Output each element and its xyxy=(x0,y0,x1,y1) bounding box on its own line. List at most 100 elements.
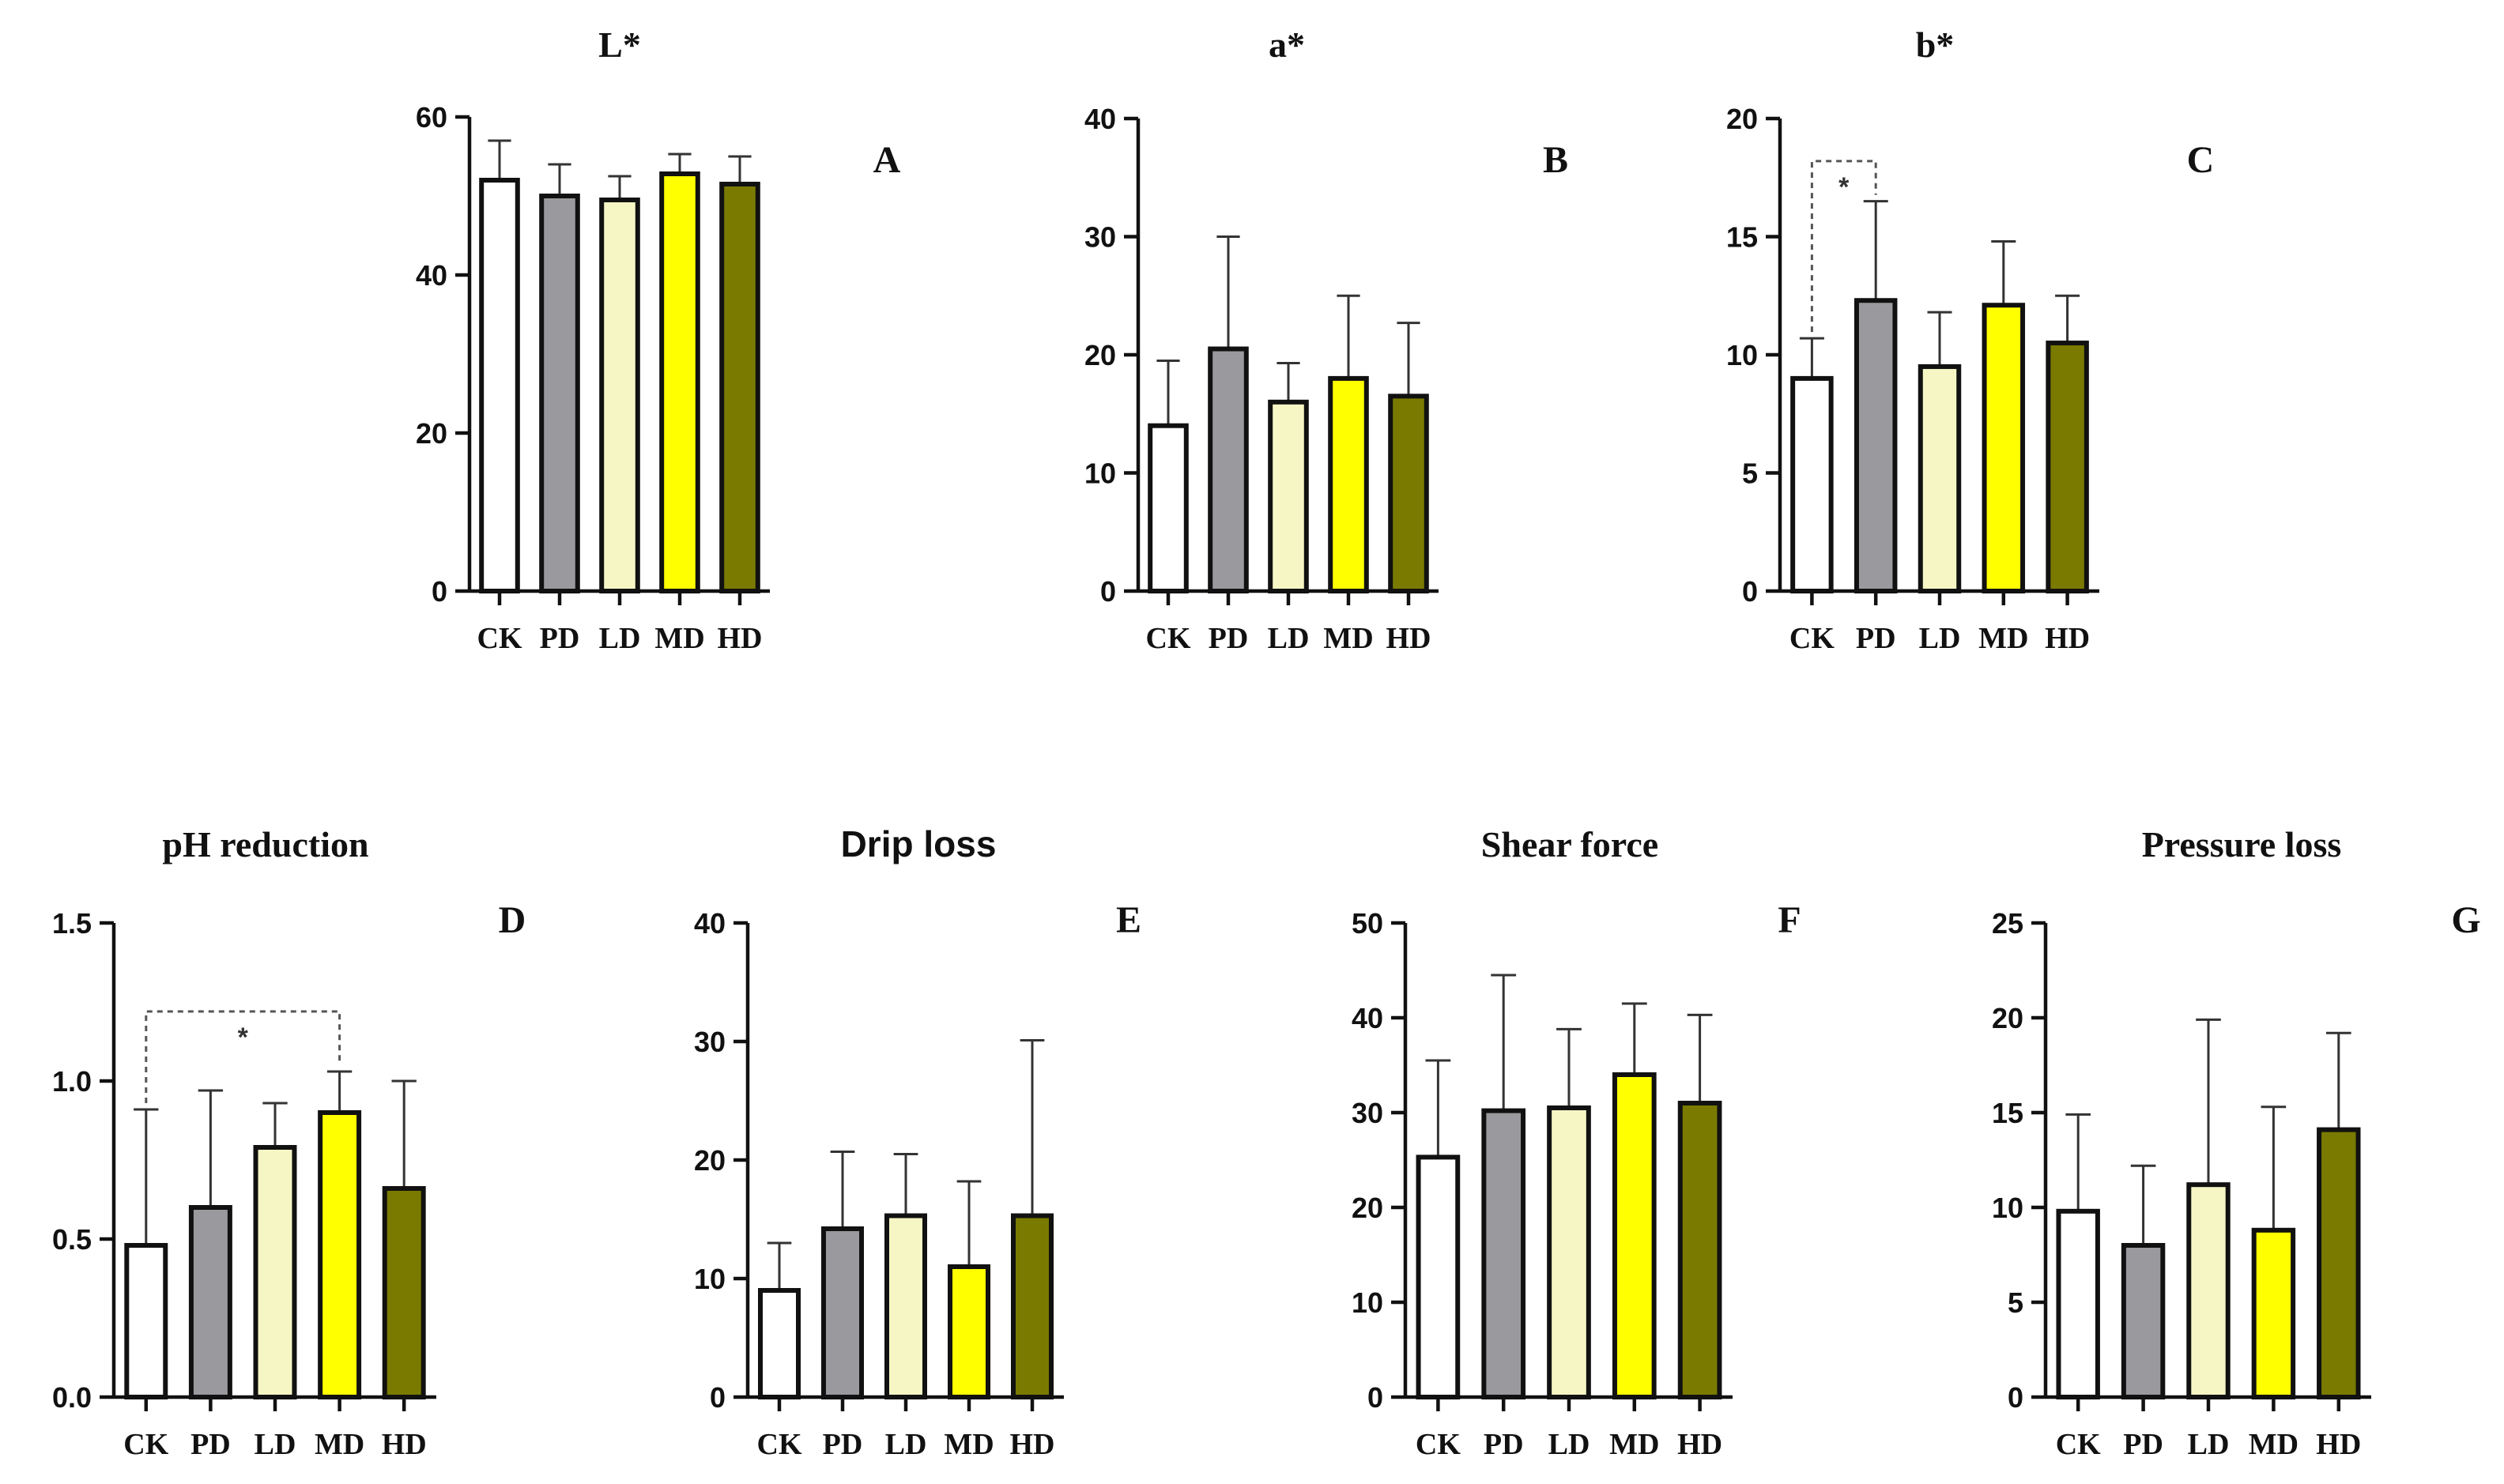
chart-title: Pressure loss xyxy=(2142,824,2342,864)
bar-CK xyxy=(1790,375,1834,593)
y-tick-label: 40 xyxy=(694,907,726,940)
bar-PD xyxy=(1853,298,1898,593)
y-tick-label: 0 xyxy=(2008,1381,2023,1414)
bar-PD xyxy=(2121,1243,2166,1399)
y-tick-label: 25 xyxy=(1992,907,2023,940)
bar-MD xyxy=(659,171,700,593)
x-tick-label-PD: PD xyxy=(1856,622,1896,655)
x-tick-label-MD: MD xyxy=(1978,622,2028,655)
y-tick-label: 20 xyxy=(416,417,447,450)
y-tick-label: 0 xyxy=(710,1381,726,1414)
bar-PD xyxy=(1481,1108,1526,1399)
panel-label: F xyxy=(1778,899,1801,941)
y-tick-label: 30 xyxy=(694,1026,726,1058)
x-tick-label-HD: HD xyxy=(1010,1428,1055,1461)
bar-LD xyxy=(1268,399,1309,593)
y-tick-label: 40 xyxy=(416,259,447,292)
bar-LD xyxy=(1547,1105,1591,1399)
chart-title: L* xyxy=(598,24,641,65)
panel-label: B xyxy=(1543,139,1568,181)
y-tick-label: 10 xyxy=(1084,458,1116,490)
significance-mark: * xyxy=(1838,172,1850,202)
bar-MD xyxy=(318,1110,362,1399)
x-tick-label-LD: LD xyxy=(1548,1428,1590,1461)
y-tick-label: 20 xyxy=(1084,339,1116,371)
bar-CK xyxy=(758,1288,801,1399)
bar-PD xyxy=(188,1205,232,1399)
significance-mark: * xyxy=(238,1023,249,1053)
y-tick-label: 30 xyxy=(1352,1097,1383,1129)
x-tick-label-CK: CK xyxy=(1146,622,1191,655)
panel-label: C xyxy=(2187,139,2215,181)
x-tick-label-LD: LD xyxy=(1919,622,1961,655)
bar-MD xyxy=(2251,1227,2296,1400)
bar-CK xyxy=(479,178,520,593)
chart-title: pH reduction xyxy=(162,824,368,864)
chart-panel-drip: Drip loss E 0 10 20 30 40 CK PD LD MD HD xyxy=(694,823,1141,1461)
panel-label: A xyxy=(873,139,901,181)
x-tick-label-HD: HD xyxy=(1677,1428,1722,1461)
bar-HD xyxy=(1388,394,1429,594)
y-tick-label: 0.0 xyxy=(52,1381,92,1414)
x-tick-label-PD: PD xyxy=(540,622,580,655)
y-tick-label: 0 xyxy=(432,575,447,608)
bar-CK xyxy=(1416,1154,1461,1400)
x-tick-label-PD: PD xyxy=(190,1428,231,1461)
panel-label: G xyxy=(2451,899,2480,941)
chart-panel-L: L* A 0 20 40 60 CK PD LD MD HD xyxy=(416,24,901,655)
y-tick-label: 40 xyxy=(1352,1002,1383,1034)
x-tick-label-LD: LD xyxy=(2188,1428,2230,1461)
x-tick-label-PD: PD xyxy=(2123,1428,2163,1461)
x-tick-label-HD: HD xyxy=(2045,622,2090,655)
chart-title: a* xyxy=(1269,24,1305,65)
y-tick-label: 0.5 xyxy=(52,1223,92,1256)
y-tick-label: 1.0 xyxy=(52,1065,92,1098)
bar-CK xyxy=(1148,423,1189,594)
y-tick-label: 0 xyxy=(1367,1381,1383,1414)
significance-bracket xyxy=(1810,160,1877,333)
y-tick-label: 15 xyxy=(1992,1097,2023,1129)
panel-label: D xyxy=(499,899,526,941)
bar-LD xyxy=(599,198,640,593)
bar-CK xyxy=(2056,1208,2100,1400)
x-tick-label-MD: MD xyxy=(2249,1428,2298,1461)
y-tick-label: 60 xyxy=(416,101,447,134)
chart-panel-ph: pH reduction D 0.0 0.5 1.0 1.5 CK PD LD MD HD * xyxy=(52,824,526,1461)
y-tick-label: 20 xyxy=(1992,1002,2023,1034)
x-tick-label-CK: CK xyxy=(757,1428,802,1461)
x-tick-label-CK: CK xyxy=(2056,1428,2101,1461)
bar-LD xyxy=(1918,363,1962,593)
bar-CK xyxy=(124,1243,168,1399)
bar-PD xyxy=(539,194,580,593)
x-tick-label-CK: CK xyxy=(1789,622,1835,655)
x-tick-label-PD: PD xyxy=(823,1428,863,1461)
x-tick-label-LD: LD xyxy=(885,1428,927,1461)
chart-panel-a: a* B 0 10 20 30 40 CK PD LD MD HD xyxy=(1084,24,1568,655)
bar-PD xyxy=(821,1226,864,1399)
bar-MD xyxy=(1328,375,1369,593)
bar-LD xyxy=(253,1145,297,1399)
bar-LD xyxy=(884,1213,927,1399)
x-tick-label-HD: HD xyxy=(1386,622,1431,655)
y-tick-label: 10 xyxy=(1992,1192,2023,1224)
chart-panel-b: b* C 0 5 10 15 20 CK PD LD MD HD * xyxy=(1726,24,2214,655)
bar-HD xyxy=(1011,1213,1054,1399)
bar-MD xyxy=(1612,1072,1657,1399)
x-tick-label-HD: HD xyxy=(2316,1428,2361,1461)
x-tick-label-MD: MD xyxy=(1609,1428,1659,1461)
y-tick-label: 0 xyxy=(1742,575,1758,608)
y-tick-label: 10 xyxy=(1352,1286,1383,1319)
chart-title: Drip loss xyxy=(841,823,997,864)
y-tick-label: 20 xyxy=(694,1144,726,1177)
chart-panel-pressure: Pressure loss G 0 5 10 15 20 25 CK PD LD MD HD xyxy=(1992,824,2481,1461)
y-tick-label: 20 xyxy=(1726,103,1758,135)
x-tick-label-PD: PD xyxy=(1209,622,1249,655)
y-tick-label: 5 xyxy=(2008,1286,2023,1319)
chart-panel-shear: Shear force F 0 10 20 30 40 50 CK PD LD MD HD xyxy=(1352,824,1801,1461)
bar-MD xyxy=(948,1264,990,1399)
x-tick-label-LD: LD xyxy=(599,622,641,655)
x-tick-label-PD: PD xyxy=(1484,1428,1524,1461)
y-tick-label: 30 xyxy=(1084,221,1116,254)
x-tick-label-MD: MD xyxy=(315,1428,364,1461)
